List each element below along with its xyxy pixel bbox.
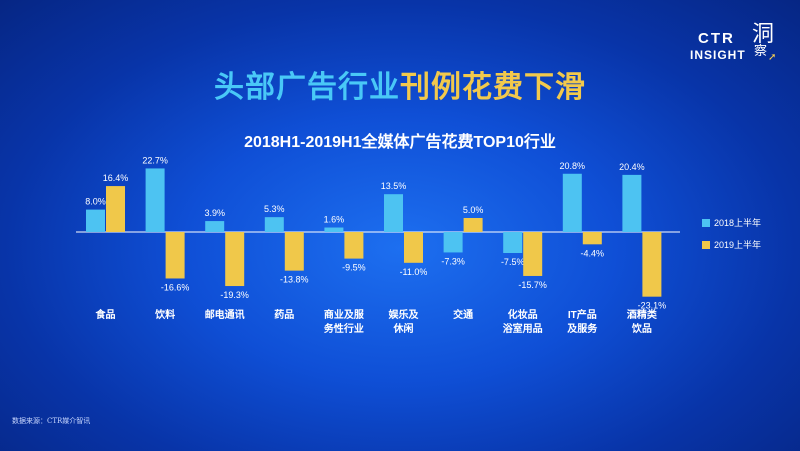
data-label-2018-6: -7.3% bbox=[441, 256, 465, 266]
category-label-5-line2: 休闲 bbox=[393, 322, 414, 335]
data-label-2018-1: 22.7% bbox=[142, 155, 168, 165]
category-label-8-line1: IT产品 bbox=[568, 308, 597, 321]
data-label-2018-2: 3.9% bbox=[204, 208, 225, 218]
bar-2019-3 bbox=[284, 232, 304, 271]
data-label-2019-9: -23.1% bbox=[638, 301, 667, 311]
bar-2019-5 bbox=[404, 232, 423, 263]
bar-2019-4 bbox=[344, 232, 364, 259]
bar-2018-8 bbox=[562, 173, 582, 232]
data-label-2018-4: 1.6% bbox=[324, 215, 345, 225]
category-label-6: 交通 bbox=[453, 308, 473, 321]
page-headline: 头部广告行业刊例花费下滑 bbox=[0, 62, 800, 106]
category-label-3: 药品 bbox=[274, 308, 294, 321]
bar-2018-2 bbox=[205, 221, 225, 232]
data-label-2018-5: 13.5% bbox=[381, 181, 407, 191]
data-label-2019-2: -19.3% bbox=[220, 290, 249, 300]
logo-insight-text: INSIGHT bbox=[690, 48, 746, 62]
category-label-0: 食品 bbox=[95, 308, 116, 321]
data-label-2019-4: -9.5% bbox=[342, 263, 366, 273]
data-source-note: 数据来源：CTR媒介智讯 bbox=[12, 417, 91, 425]
bar-2018-3 bbox=[264, 217, 284, 232]
data-label-2019-3: -13.8% bbox=[280, 275, 309, 285]
logo-cn-top: 洞 bbox=[752, 22, 775, 47]
logo-cn-bottom: 察 bbox=[754, 44, 768, 59]
bar-2019-6 bbox=[463, 218, 483, 232]
logo-ctr-text: CTR bbox=[698, 30, 735, 47]
category-label-8-line2: 及服务 bbox=[567, 322, 598, 335]
legend-label-2019: 2019上半年 bbox=[714, 239, 761, 250]
logo-arrow-icon: ➚ bbox=[768, 52, 777, 63]
category-label-4-line2: 务性行业 bbox=[324, 322, 364, 335]
category-label-4-line1: 商业及服 bbox=[324, 308, 365, 321]
bar-2019-0 bbox=[106, 186, 125, 232]
category-label-2: 邮电通讯 bbox=[205, 308, 245, 321]
data-label-2018-0: 8.0% bbox=[85, 197, 106, 207]
bar-2018-7 bbox=[503, 232, 523, 253]
data-label-2019-7: -15.7% bbox=[518, 280, 547, 290]
data-label-2019-6: 5.0% bbox=[463, 205, 484, 215]
ctr-insight-logo: CTR INSIGHT 洞 察 ➚ bbox=[684, 16, 784, 66]
category-label-7-line1: 化妆品 bbox=[508, 308, 538, 321]
bar-2019-8 bbox=[582, 232, 602, 245]
category-label-5-line1: 娱乐及 bbox=[389, 308, 420, 321]
category-label-9-line2: 饮品 bbox=[631, 322, 652, 335]
data-label-2019-5: -11.0% bbox=[400, 267, 428, 277]
bar-2018-1 bbox=[145, 168, 165, 232]
legend-swatch-2019 bbox=[702, 241, 710, 249]
category-label-1: 饮料 bbox=[154, 308, 175, 321]
bar-2018-9 bbox=[622, 174, 642, 232]
data-label-2018-9: 20.4% bbox=[619, 162, 645, 172]
headline-part-decline: 刊例花费下滑 bbox=[400, 71, 586, 104]
category-label-9-line1: 酒精类 bbox=[627, 308, 657, 321]
data-label-2018-7: -7.5% bbox=[501, 257, 525, 267]
bar-2019-2 bbox=[225, 232, 245, 287]
bar-2019-7 bbox=[523, 232, 543, 276]
headline-part-industry: 头部广告行业 bbox=[214, 71, 400, 104]
legend-swatch-2018 bbox=[702, 219, 710, 227]
bar-2018-0 bbox=[86, 209, 105, 232]
bar-2019-9 bbox=[642, 232, 662, 297]
data-label-2019-8: -4.4% bbox=[581, 248, 605, 258]
legend-label-2018: 2018上半年 bbox=[714, 217, 761, 228]
bar-2018-6 bbox=[443, 232, 463, 253]
data-label-2019-1: -16.6% bbox=[161, 282, 190, 292]
bar-2018-4 bbox=[324, 227, 344, 232]
data-label-2019-0: 16.4% bbox=[103, 173, 129, 183]
chart-title: 2018H1-2019H1全媒体广告花费TOP10行业 bbox=[244, 134, 556, 151]
bar-2019-1 bbox=[165, 232, 185, 279]
data-label-2018-8: 20.8% bbox=[560, 161, 586, 171]
data-label-2018-3: 5.3% bbox=[264, 204, 285, 214]
bar-2018-5 bbox=[384, 194, 403, 232]
category-label-7-line2: 浴室用品 bbox=[503, 322, 543, 335]
